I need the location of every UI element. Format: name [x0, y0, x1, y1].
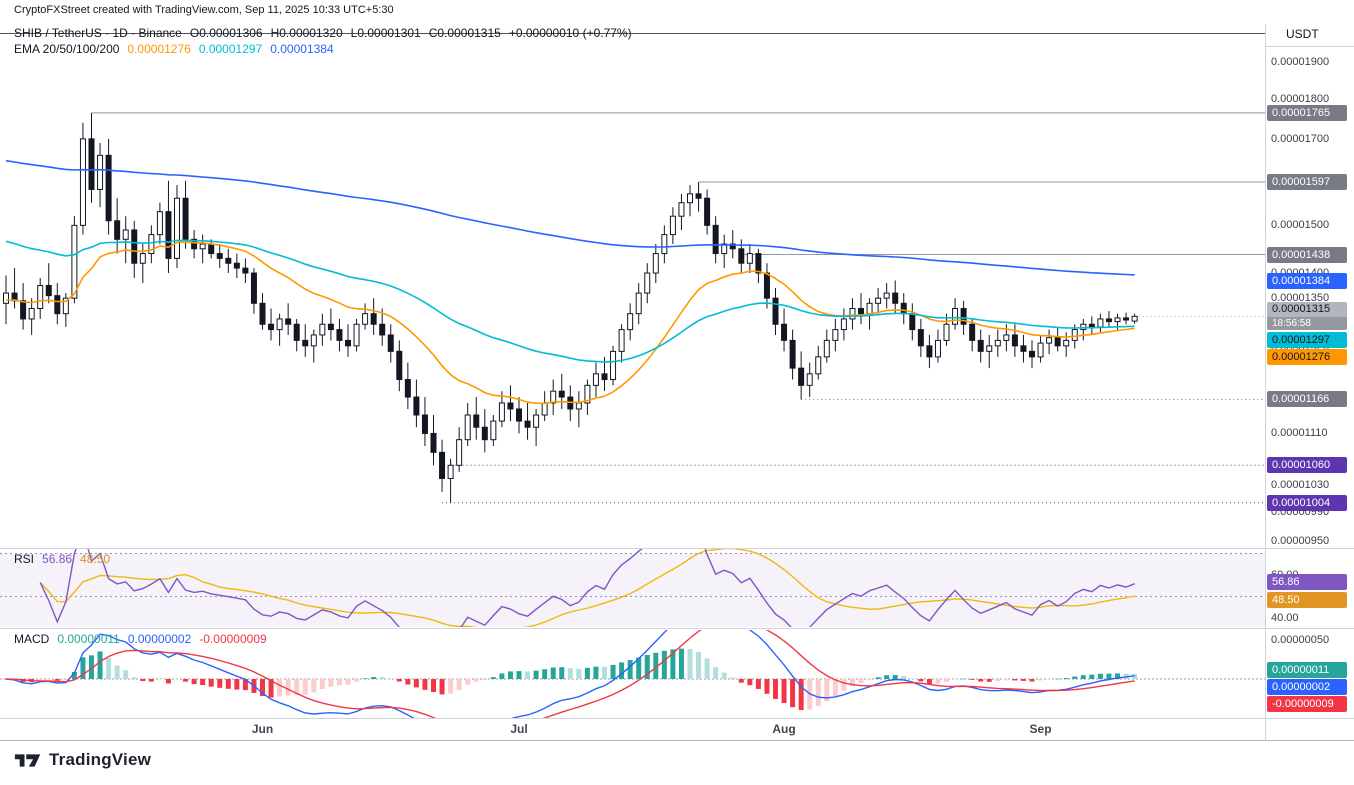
symbol-legend-row[interactable]: SHIB / TetherUS · 1D · Binance O0.000013… [14, 26, 632, 40]
ohlc-open: O0.00001306 [189, 26, 263, 40]
ohlc-low: L0.00001301 [350, 26, 421, 40]
price-tick: 0.00001500 [1271, 219, 1330, 232]
price-tick: 0.00000950 [1271, 535, 1330, 547]
footer-brand-row[interactable]: TradingView [14, 750, 151, 770]
rsi-badge: 48.50 [1267, 591, 1347, 608]
macd-badge: 0.00000002 [1267, 679, 1347, 696]
time-axis-label-aug: Aug [772, 722, 796, 736]
macd-badge: -0.00000009 [1267, 696, 1347, 713]
macd-signal-value: -0.00000009 [199, 632, 267, 646]
price-tick: 0.00001800 [1271, 93, 1330, 106]
rsi-ma-value: 48.50 [80, 552, 111, 566]
credit-line: CryptoFXStreet created with TradingView.… [14, 4, 394, 16]
macd-legend-label: MACD [14, 632, 50, 646]
ohlc-close: C0.00001315 [428, 26, 501, 40]
price-badge: 0.00001384 [1267, 272, 1347, 289]
price-tick: 0.00001110 [1271, 427, 1328, 440]
price-tick: 0.00001030 [1271, 479, 1330, 492]
price-badge: 0.00001597 [1267, 174, 1347, 191]
price-tick: 0.00001700 [1271, 132, 1330, 145]
price-badge: 0.00001765 [1267, 104, 1347, 121]
macd-badge: 0.00000011 [1267, 662, 1347, 679]
ema-legend-row[interactable]: EMA 20/50/100/200 0.00001276 0.00001297 … [14, 42, 334, 56]
price-tick: 0.00001900 [1271, 56, 1330, 68]
price-badge: 0.00001315 18:56:58 [1267, 301, 1347, 330]
price-badge: 0.00001438 [1267, 246, 1347, 263]
rsi-legend-row[interactable]: RSI 56.86 48.50 [14, 552, 110, 566]
macd-tick: 0.00000050 [1271, 634, 1330, 646]
rsi-tick: 40.00 [1271, 612, 1299, 624]
ema50-value: 0.00001297 [198, 42, 263, 56]
ema20-value: 0.00001276 [127, 42, 191, 56]
price-badge: 0.00001166 [1267, 391, 1347, 408]
tradingview-wordmark: TradingView [49, 750, 152, 769]
price-tick: 0.00001350 [1271, 292, 1330, 305]
ema-legend-label: EMA 20/50/100/200 [14, 42, 120, 56]
macd-hist-value: 0.00000011 [57, 632, 120, 646]
time-axis-label-jul: Jul [510, 722, 528, 736]
macd-legend-row[interactable]: MACD 0.00000011 0.00000002 -0.00000009 [14, 632, 267, 646]
price-badge: 0.00001276 [1267, 348, 1347, 365]
ohlc-high: H0.00001320 [270, 26, 343, 40]
macd-line-value: 0.00000002 [127, 632, 192, 646]
axis-currency-label: USDT [1286, 27, 1319, 41]
time-axis-label-jun: Jun [251, 722, 274, 736]
symbol-title: SHIB / TetherUS · 1D · Binance [14, 26, 182, 40]
rsi-value: 56.86 [42, 552, 73, 566]
rsi-legend-label: RSI [14, 552, 35, 566]
tradingview-logo-icon [14, 752, 42, 769]
time-axis-label-sep: Sep [1029, 722, 1052, 736]
price-badge: 0.00001004 [1267, 494, 1347, 511]
rsi-badge: 56.86 [1267, 573, 1347, 590]
price-badge: 0.00001297 [1267, 331, 1347, 348]
ema200-value: 0.00001384 [270, 42, 334, 56]
change-value: +0.00000010 (+0.77%) [508, 26, 632, 40]
price-badge: 0.00001060 [1267, 457, 1347, 474]
